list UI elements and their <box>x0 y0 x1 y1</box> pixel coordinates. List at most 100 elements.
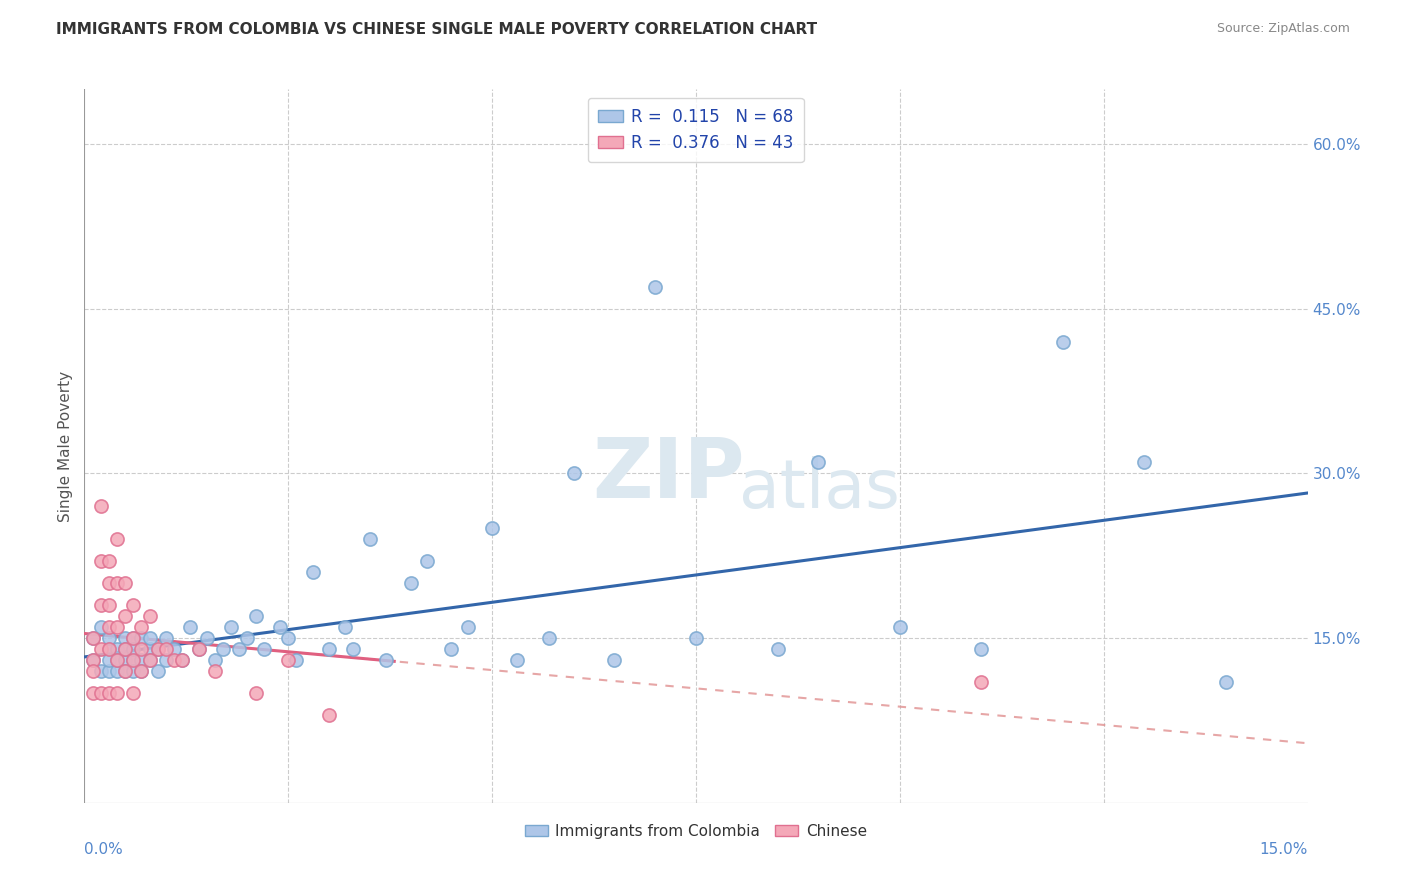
Point <box>97 598 120 612</box>
Point <box>155 631 177 645</box>
Point <box>122 631 145 645</box>
Point <box>105 686 128 700</box>
Text: 15.0%: 15.0% <box>1260 842 1308 856</box>
Point <box>644 280 666 294</box>
Point <box>114 576 136 591</box>
Point <box>138 653 160 667</box>
Point <box>195 631 218 645</box>
Point <box>172 653 194 667</box>
Point <box>253 642 276 657</box>
Text: atlas: atlas <box>738 456 900 522</box>
Point <box>122 653 145 667</box>
Point <box>90 620 112 634</box>
Point <box>163 642 186 657</box>
Point <box>105 620 128 634</box>
Point <box>172 653 194 667</box>
Point <box>342 642 364 657</box>
Point <box>131 664 153 678</box>
Point <box>82 631 104 645</box>
Point <box>359 533 381 547</box>
Point <box>562 467 585 481</box>
Point <box>122 642 145 657</box>
Point <box>245 609 267 624</box>
Point <box>766 642 789 657</box>
Y-axis label: Single Male Poverty: Single Male Poverty <box>58 370 73 522</box>
Point <box>155 653 177 667</box>
Point <box>105 533 128 547</box>
Point <box>90 664 112 678</box>
Point <box>269 620 291 634</box>
Text: IMMIGRANTS FROM COLOMBIA VS CHINESE SINGLE MALE POVERTY CORRELATION CHART: IMMIGRANTS FROM COLOMBIA VS CHINESE SING… <box>56 22 817 37</box>
Point <box>114 631 136 645</box>
Point <box>82 631 104 645</box>
Point <box>187 642 209 657</box>
Point <box>219 620 242 634</box>
Point <box>90 686 112 700</box>
Point <box>146 642 169 657</box>
Point <box>505 653 527 667</box>
Point <box>131 664 153 678</box>
Point <box>138 653 160 667</box>
Point <box>245 686 267 700</box>
Point <box>146 642 169 657</box>
Point <box>155 642 177 657</box>
Point <box>236 631 259 645</box>
Point <box>301 566 323 580</box>
Point <box>82 653 104 667</box>
Point <box>114 664 136 678</box>
Text: Source: ZipAtlas.com: Source: ZipAtlas.com <box>1216 22 1350 36</box>
Legend: Immigrants from Colombia, Chinese: Immigrants from Colombia, Chinese <box>519 818 873 845</box>
Point <box>538 631 561 645</box>
Point <box>212 642 235 657</box>
Point <box>90 500 112 514</box>
Point <box>375 653 398 667</box>
Point <box>105 642 128 657</box>
Text: ZIP: ZIP <box>592 434 745 515</box>
Point <box>122 631 145 645</box>
Point <box>97 642 120 657</box>
Point <box>122 653 145 667</box>
Point <box>105 653 128 667</box>
Point <box>138 642 160 657</box>
Point <box>1133 455 1156 469</box>
Point <box>97 554 120 568</box>
Point <box>1052 334 1074 349</box>
Point <box>187 642 209 657</box>
Point <box>318 708 340 723</box>
Point <box>90 554 112 568</box>
Point <box>105 664 128 678</box>
Point <box>82 653 104 667</box>
Text: 0.0%: 0.0% <box>84 842 124 856</box>
Point <box>138 631 160 645</box>
Point <box>807 455 830 469</box>
Point <box>131 653 153 667</box>
Point <box>277 631 299 645</box>
Point <box>122 664 145 678</box>
Point <box>131 631 153 645</box>
Point <box>114 664 136 678</box>
Point <box>122 686 145 700</box>
Point <box>970 642 993 657</box>
Point <box>889 620 911 634</box>
Point <box>97 653 120 667</box>
Point <box>90 598 112 612</box>
Point <box>114 642 136 657</box>
Point <box>163 653 186 667</box>
Point <box>97 631 120 645</box>
Point <box>685 631 707 645</box>
Point <box>285 653 308 667</box>
Point <box>399 576 422 591</box>
Point <box>1215 675 1237 690</box>
Point <box>131 642 153 657</box>
Point <box>228 642 250 657</box>
Point <box>114 609 136 624</box>
Point <box>90 642 112 657</box>
Point <box>204 653 226 667</box>
Point <box>82 664 104 678</box>
Point <box>97 620 120 634</box>
Point <box>105 576 128 591</box>
Point <box>335 620 357 634</box>
Point <box>131 620 153 634</box>
Point <box>179 620 201 634</box>
Point <box>105 653 128 667</box>
